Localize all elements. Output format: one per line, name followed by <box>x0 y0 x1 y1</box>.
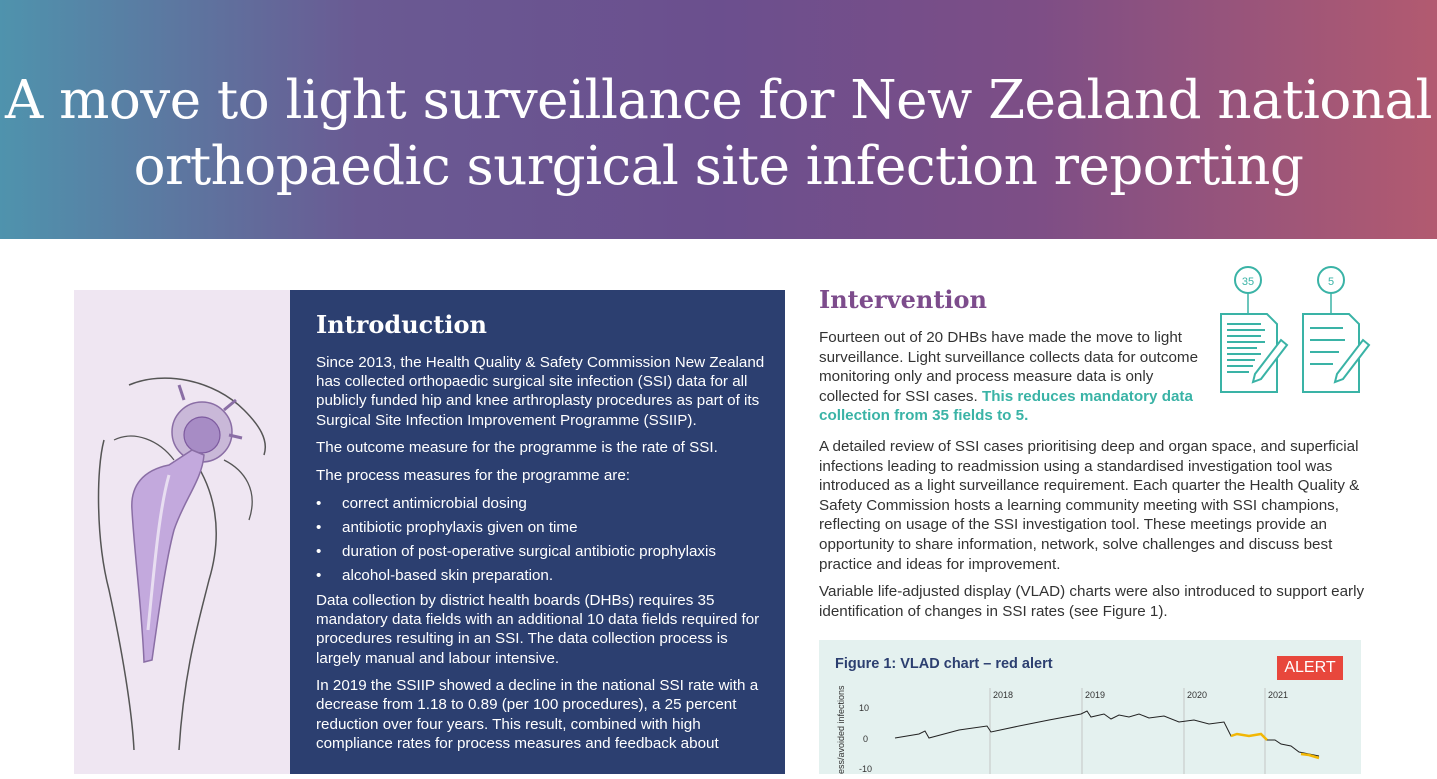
vlad-highlight-segment-2 <box>1300 752 1320 760</box>
list-item: • duration of post-operative surgical ant… <box>316 542 716 560</box>
intervention-body: A detailed review of SSI cases prioritis… <box>819 437 1369 629</box>
year-label-2021: 2021 <box>1268 690 1288 700</box>
bullet-icon: • <box>316 494 322 512</box>
vlad-highlight-segment <box>1230 732 1268 741</box>
figure-caption: VLAD chart – red alert <box>900 656 1053 672</box>
year-label-2019: 2019 <box>1085 690 1105 700</box>
introduction-panel: Introduction Since 2013, the Health Qual… <box>290 290 785 774</box>
year-label-2018: 2018 <box>993 690 1013 700</box>
introduction-heading: Introduction <box>316 310 487 339</box>
vlad-line <box>894 710 1320 757</box>
y-tick-0: 0 <box>863 734 868 744</box>
short-form-icon: 5 <box>1302 266 1371 393</box>
long-form-icon: 35 <box>1220 266 1289 393</box>
intervention-highlight: This reduces mandatory data collection f… <box>819 387 1193 425</box>
intro-paragraph-5: In 2019 the SSIIP showed a decline in th… <box>316 677 759 752</box>
badge-5: 5 <box>1328 276 1334 288</box>
alert-badge: ALERT <box>1277 656 1343 680</box>
figure-label: Figure 1: <box>835 656 897 672</box>
list-item: • antibiotic prophylaxis given on time <box>316 518 578 536</box>
badge-35: 35 <box>1242 276 1254 288</box>
figure-title: Figure 1: VLAD chart – red alert <box>835 656 1053 672</box>
hip-implant-icon <box>97 377 266 751</box>
year-gridlines <box>989 688 1266 774</box>
title-line-1: A move to light surveillance for New Zea… <box>4 70 1433 131</box>
title-banner: A move to light surveillance for New Zea… <box>0 0 1437 239</box>
intervention-paragraph-1: Fourteen out of 20 DHBs have made the mo… <box>819 329 1199 425</box>
y-tick-minus-10: -10 <box>859 764 872 774</box>
process-measures-list: • correct antimicrobial dosing • antibioti… <box>316 494 766 585</box>
bullet-icon: • <box>316 542 322 560</box>
vlad-chart: ess/avoided infections 2018 2019 2020 20… <box>836 685 1320 774</box>
y-tick-10: 10 <box>859 703 869 713</box>
list-item: • correct antimicrobial dosing <box>316 494 527 512</box>
list-item: • alcohol-based skin preparation. <box>316 566 554 584</box>
hip-implant-illustration-panel <box>74 290 290 774</box>
intro-paragraph-3: The process measures for the programme a… <box>316 467 631 485</box>
intro-paragraph-2: The outcome measure for the programme is… <box>316 439 718 457</box>
bullet-icon: • <box>316 566 322 584</box>
y-axis-label: ess/avoided infections <box>836 685 846 774</box>
intervention-heading: Intervention <box>819 285 987 314</box>
figure-1-panel: Figure 1: VLAD chart – red alert ALERT e… <box>819 640 1361 774</box>
intervention-paragraph-3: Variable life-adjusted display (VLAD) ch… <box>819 583 1365 620</box>
year-label-2020: 2020 <box>1187 690 1207 700</box>
introduction-body: Since 2013, the Health Quality & Safety … <box>316 353 766 762</box>
document-form-icons: 35 5 <box>1220 266 1371 393</box>
intro-paragraph-1: Since 2013, the Health Quality & Safety … <box>316 354 765 429</box>
page-title: A move to light surveillance for New Zea… <box>0 68 1437 200</box>
intervention-section: Intervention <box>819 285 1364 314</box>
intervention-paragraph-2: A detailed review of SSI cases prioritis… <box>819 438 1360 573</box>
bullet-icon: • <box>316 518 322 536</box>
intro-paragraph-4: Data collection by district health board… <box>316 591 760 667</box>
title-line-2: orthopaedic surgical site infection repo… <box>133 136 1304 197</box>
